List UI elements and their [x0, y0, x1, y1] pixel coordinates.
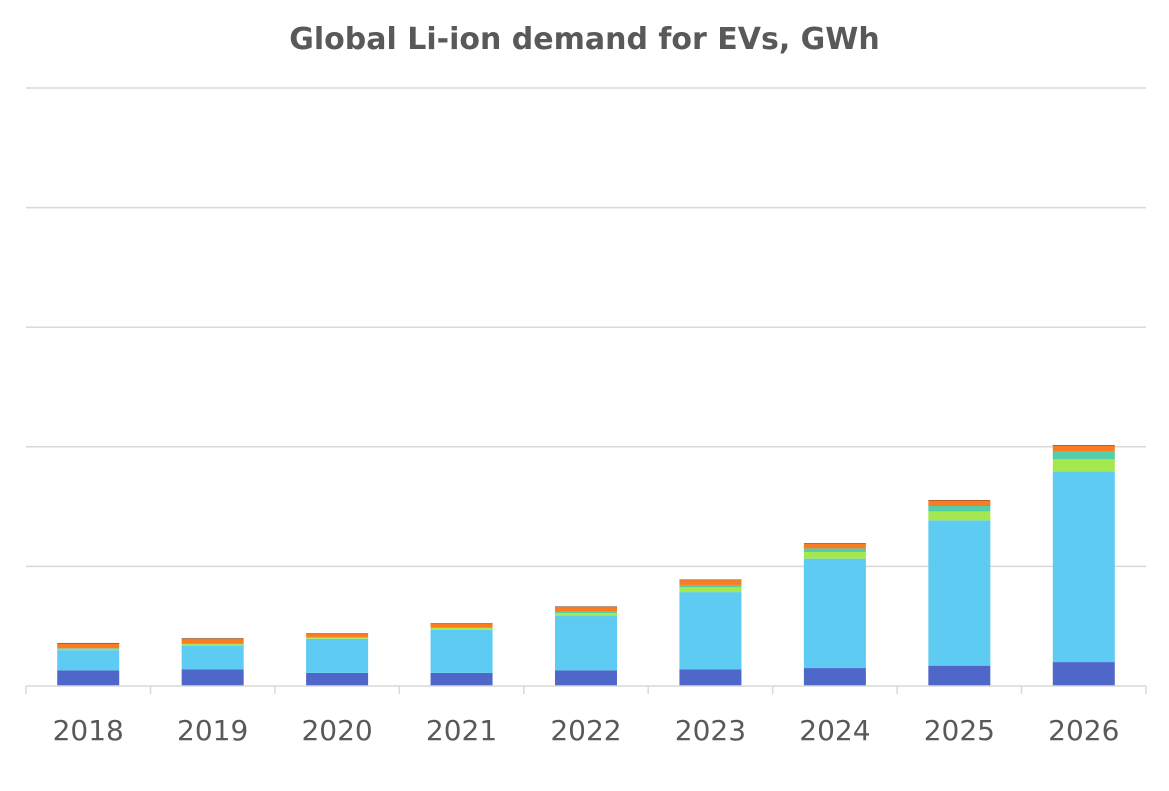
bar-segment-2021-0 [430, 672, 493, 686]
bar-segment-2020-5 [306, 633, 369, 634]
bar-segment-2018-2 [57, 648, 120, 651]
bar-segment-2022-3 [555, 611, 617, 614]
bar-segment-2026-0 [1052, 662, 1115, 686]
bar-segment-2019-2 [181, 644, 244, 646]
bar-segment-2026-3 [1052, 451, 1115, 460]
bar-segment-2023-2 [679, 587, 742, 593]
bar-segment-2020-1 [306, 638, 369, 673]
bar-segment-2026-5 [1052, 445, 1115, 446]
bar-segment-2019-3 [181, 643, 244, 645]
bar-segment-2019-4 [181, 638, 244, 644]
bar-segment-2023-0 [679, 669, 742, 686]
bar-segment-2020-4 [306, 633, 369, 637]
x-tick-label-2020: 2020 [301, 714, 372, 747]
x-axis [25, 685, 1147, 694]
bar-segment-2025-3 [928, 506, 991, 512]
bar-segment-2022-4 [555, 607, 617, 612]
bar-segment-2024-1 [803, 558, 866, 669]
x-tick-label-2021: 2021 [426, 714, 497, 747]
x-tick-label-2025: 2025 [924, 714, 995, 747]
bar-segment-2025-2 [928, 511, 991, 521]
bar-segment-2025-0 [928, 665, 991, 686]
bar-segment-2019-5 [181, 638, 244, 639]
bar-segment-2023-4 [679, 580, 742, 585]
bar-segment-2026-4 [1052, 445, 1115, 452]
gridlines [26, 87, 1146, 568]
bar-segment-2023-1 [679, 592, 742, 670]
bar-segment-2024-5 [803, 543, 866, 544]
x-tick-label-2023: 2023 [675, 714, 746, 747]
bar-segment-2024-3 [803, 548, 866, 553]
bar-segment-2022-2 [555, 613, 617, 617]
bar-segment-2020-3 [306, 636, 369, 638]
bar-segment-2018-3 [57, 648, 120, 649]
x-tick-label-2019: 2019 [177, 714, 248, 747]
x-tick-label-2018: 2018 [53, 714, 124, 747]
bar-segment-2023-3 [679, 584, 742, 588]
bar-segment-2021-1 [430, 629, 493, 673]
x-tick-label-2022: 2022 [550, 714, 621, 747]
bar-segment-2022-5 [555, 606, 617, 608]
bar-series [57, 445, 1115, 686]
bar-segment-2021-3 [430, 627, 493, 628]
bar-segment-2021-5 [430, 623, 493, 624]
bar-segment-2018-4 [57, 643, 120, 649]
bar-segment-2021-2 [430, 627, 493, 630]
bar-segment-2018-0 [57, 670, 120, 686]
bar-segment-2025-5 [928, 500, 991, 501]
bar-segment-2023-5 [679, 579, 742, 581]
bar-segment-2020-2 [306, 637, 369, 639]
bar-segment-2018-5 [57, 642, 120, 644]
bar-segment-2019-1 [181, 645, 244, 670]
bar-segment-2019-0 [181, 669, 244, 686]
bar-segment-2020-0 [306, 672, 369, 686]
bar-segment-2025-1 [928, 520, 991, 666]
bar-segment-2026-2 [1052, 459, 1115, 472]
bar-segment-2024-0 [803, 668, 866, 686]
x-tick-label-2024: 2024 [799, 714, 870, 747]
chart-title: Global Li-ion demand for EVs, GWh [289, 22, 880, 57]
bar-segment-2024-4 [803, 543, 866, 549]
bar-segment-2021-4 [430, 623, 493, 628]
x-tick-labels: 2018 2019 2020 2021 2022 2023 2024 2025 2026 [53, 714, 1120, 747]
bar-segment-2026-1 [1052, 471, 1115, 663]
bar-segment-2025-4 [928, 500, 991, 507]
bar-segment-2022-1 [555, 616, 617, 671]
bar-segment-2022-0 [555, 670, 617, 686]
x-tick-label-2026: 2026 [1048, 714, 1119, 747]
bar-segment-2018-1 [57, 650, 120, 671]
bar-segment-2024-2 [803, 552, 866, 559]
